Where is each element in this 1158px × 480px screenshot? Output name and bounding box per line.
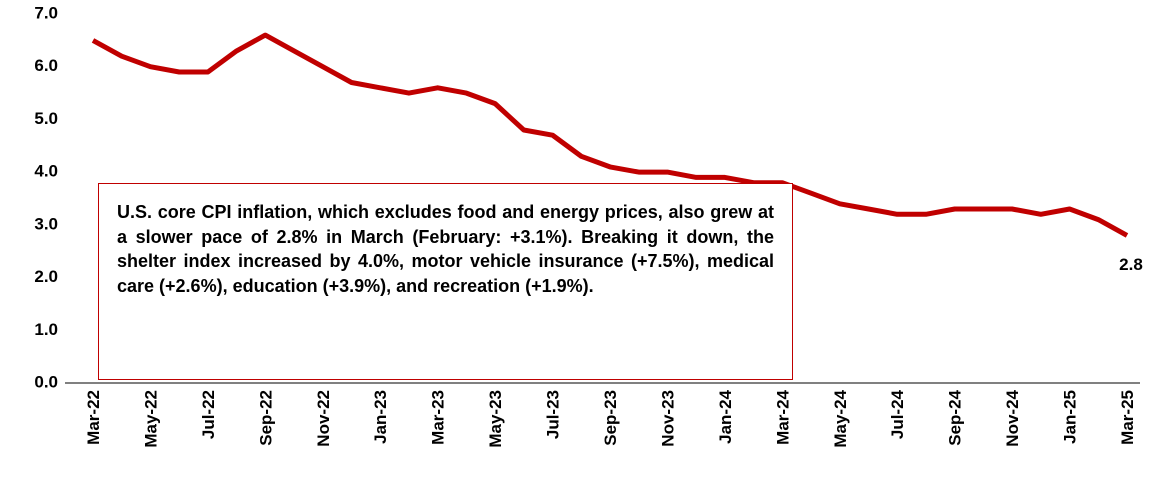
y-tick-label: 6.0	[34, 56, 58, 75]
y-tick-label: 3.0	[34, 214, 58, 233]
x-tick-label: May-22	[141, 390, 160, 448]
y-tick-label: 0.0	[34, 372, 58, 391]
x-tick-label: Nov-24	[1003, 389, 1022, 446]
x-tick-label: Sep-22	[256, 390, 275, 446]
x-tick-label: Jul-24	[888, 389, 907, 439]
x-tick-label: Mar-25	[1118, 390, 1137, 445]
x-tick-label: May-24	[831, 389, 850, 447]
y-tick-label: 1.0	[34, 320, 58, 339]
x-tick-label: Sep-23	[601, 390, 620, 446]
x-tick-label: Nov-23	[658, 390, 677, 447]
x-tick-label: Jul-22	[199, 390, 218, 439]
line-series	[91, 32, 1129, 238]
y-tick-label: 5.0	[34, 109, 58, 128]
x-tick-label: Jan-24	[716, 389, 735, 443]
x-tick-label: May-23	[486, 390, 505, 448]
data-label: 2.8	[1119, 255, 1143, 274]
y-tick-label: 2.0	[34, 267, 58, 286]
x-tick-label: Nov-22	[314, 390, 333, 447]
x-tick-label: Mar-22	[84, 390, 103, 445]
y-tick-label: 4.0	[34, 162, 58, 181]
x-tick-label: Jan-25	[1061, 390, 1080, 444]
x-tick-label: Jul-23	[544, 390, 563, 439]
y-tick-label: 7.0	[34, 3, 58, 22]
x-tick-label: Mar-24	[773, 389, 792, 444]
x-tick-label: Mar-23	[429, 390, 448, 445]
x-tick-label: Sep-24	[946, 389, 965, 445]
annotation-box: U.S. core CPI inflation, which excludes …	[98, 183, 793, 380]
x-tick-label: Jan-23	[371, 390, 390, 444]
